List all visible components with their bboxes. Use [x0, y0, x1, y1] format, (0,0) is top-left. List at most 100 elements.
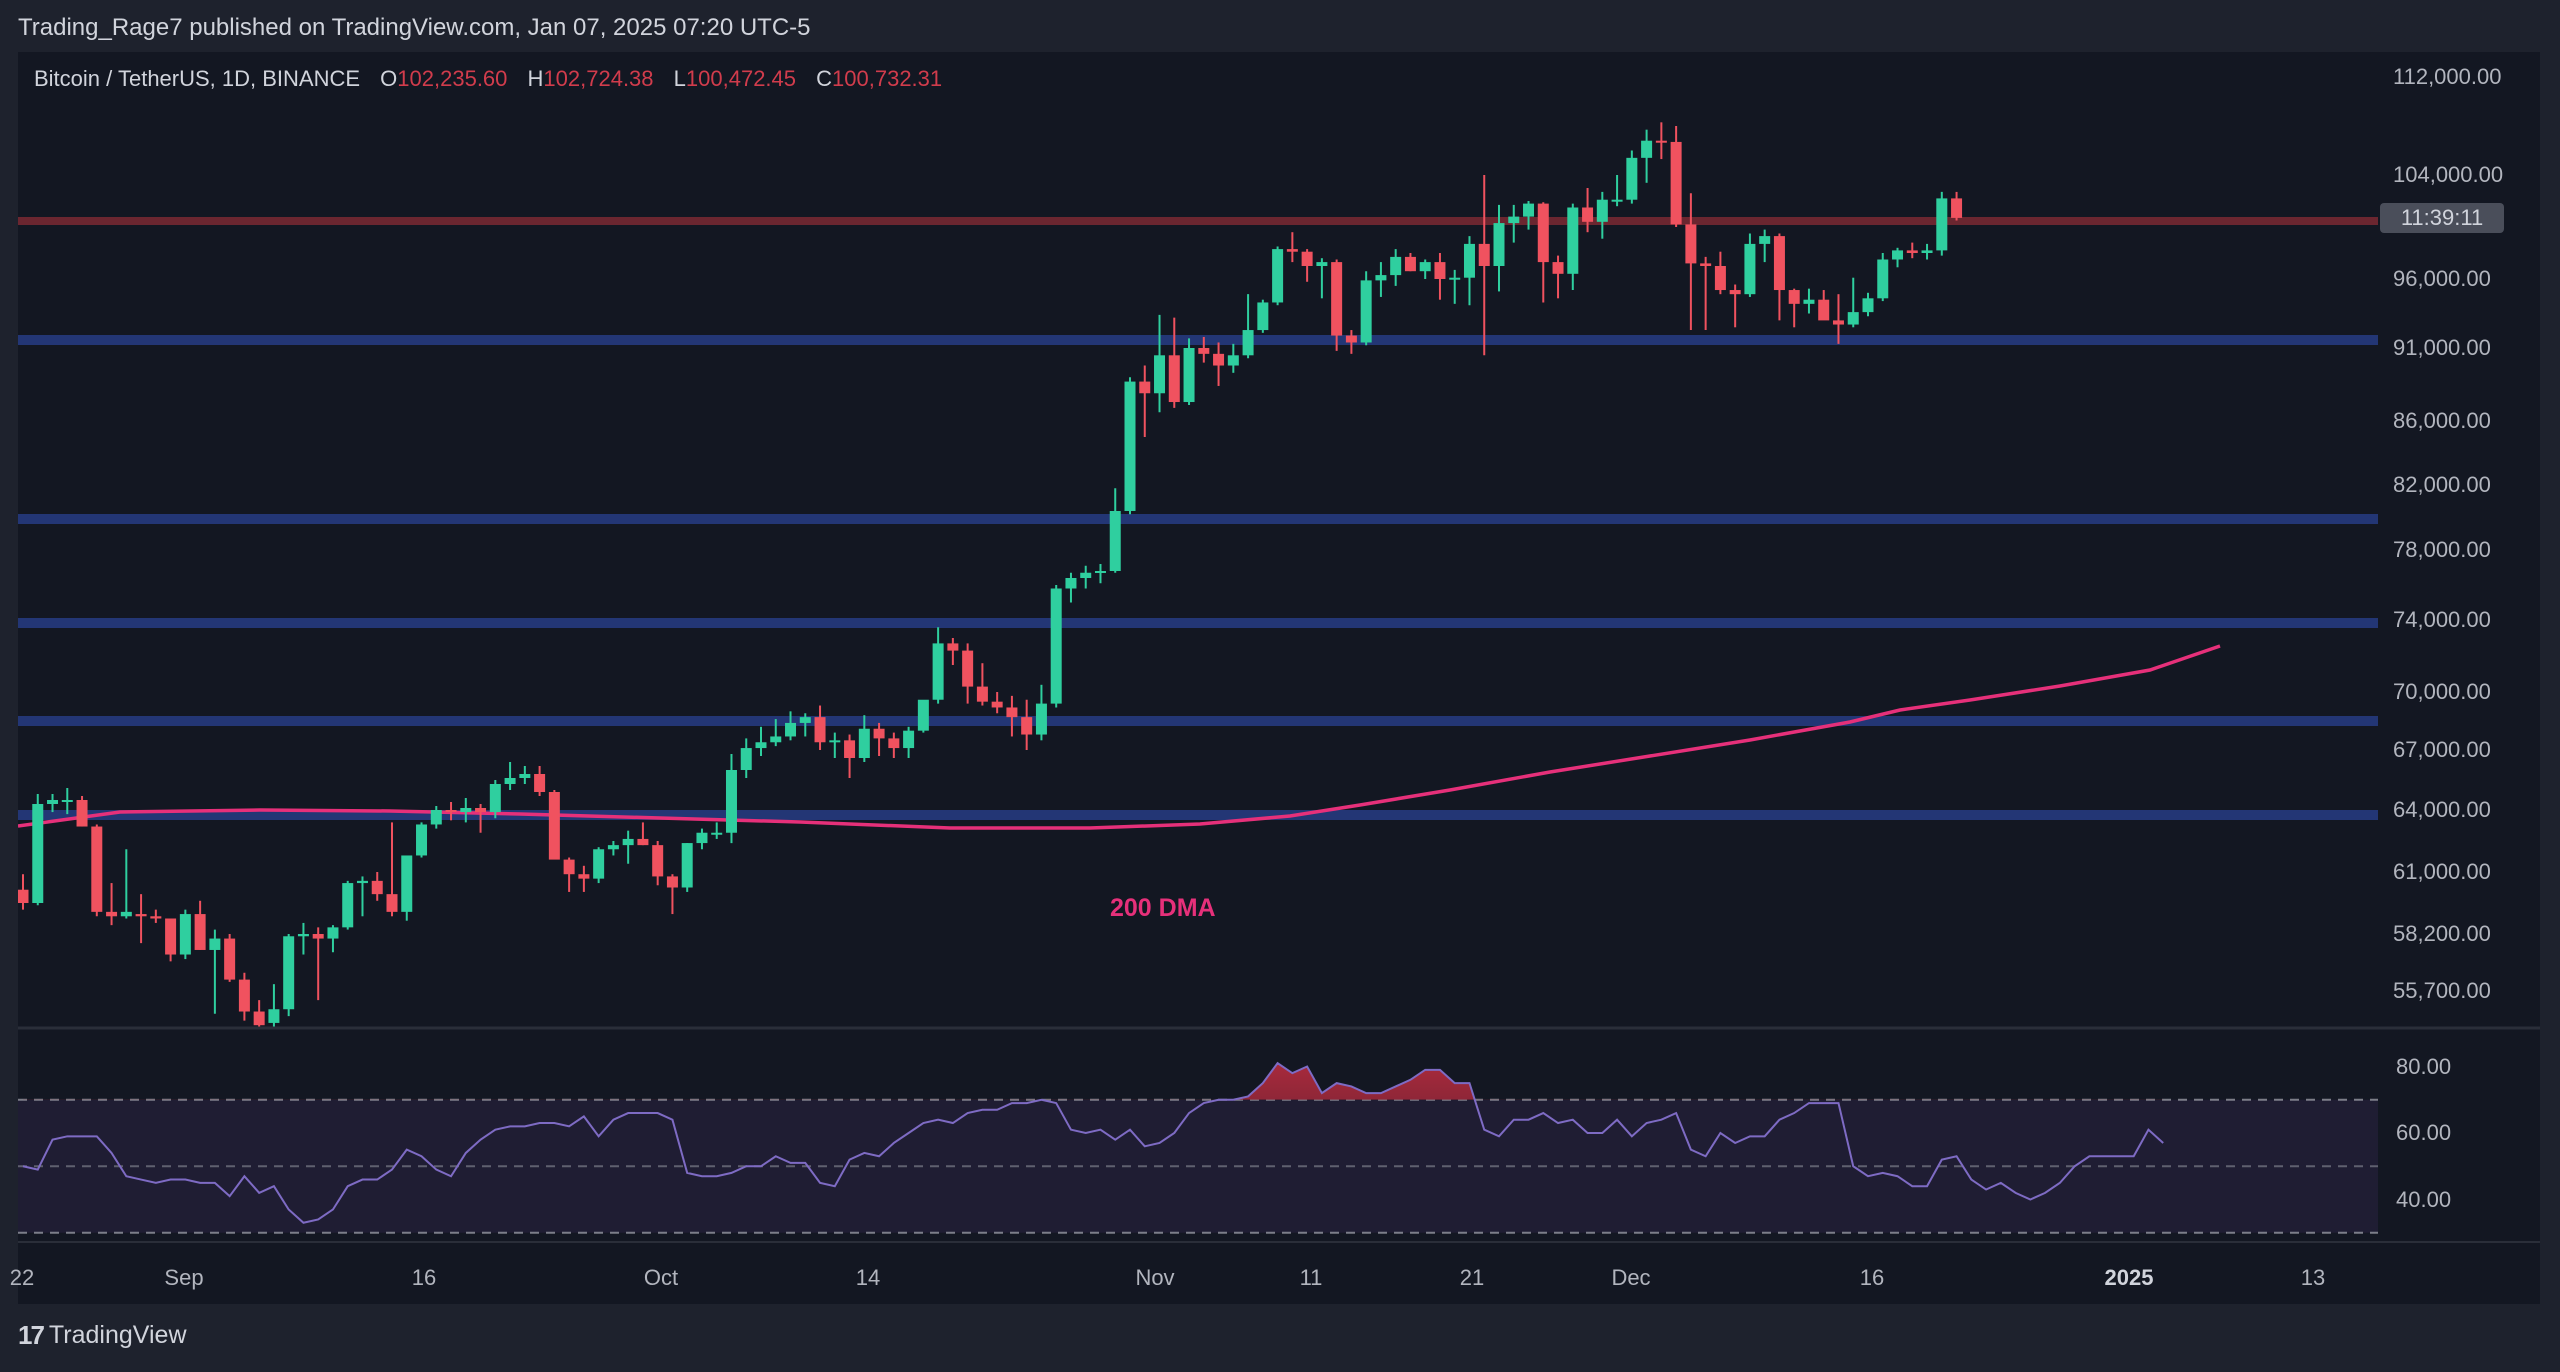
candle	[297, 934, 309, 937]
candle	[1877, 259, 1889, 299]
candle	[1050, 588, 1062, 704]
candle	[1021, 717, 1033, 735]
candle	[1360, 280, 1372, 343]
candle	[224, 938, 236, 980]
high-value: 102,724.38	[543, 66, 654, 91]
candle	[135, 914, 147, 917]
candle	[962, 650, 974, 687]
candle	[844, 740, 856, 758]
candle	[1316, 262, 1328, 266]
support-level[interactable]	[18, 716, 2378, 726]
publish-info: Trading_Rage7 published on TradingView.c…	[18, 14, 811, 41]
rsi-tick: 40.00	[2396, 1186, 2452, 1212]
candle	[1773, 236, 1785, 291]
price-tick: 74,000.00	[2393, 607, 2491, 632]
price-tick: 78,000.00	[2393, 537, 2491, 562]
time-tick: 11	[1299, 1265, 1323, 1290]
candle	[1596, 199, 1608, 222]
candle	[917, 699, 929, 731]
candle	[1611, 199, 1623, 202]
candle	[519, 774, 531, 778]
tradingview-watermark[interactable]: 17 TradingView	[18, 1320, 187, 1351]
candle	[47, 800, 59, 804]
support-level[interactable]	[18, 810, 2378, 820]
candle	[1227, 355, 1239, 366]
candle	[445, 810, 457, 813]
candle	[1493, 223, 1505, 266]
support-level[interactable]	[18, 514, 2378, 524]
candle	[1257, 302, 1269, 331]
candle	[1035, 703, 1047, 735]
candle	[1921, 250, 1933, 253]
candle	[1301, 251, 1313, 266]
rsi-tick: 60.00	[2396, 1120, 2452, 1145]
time-tick: Sep	[164, 1265, 204, 1290]
dma-200-line[interactable]	[18, 644, 2221, 830]
candle	[32, 804, 44, 903]
high-label: H	[527, 66, 544, 91]
candle	[386, 894, 398, 912]
candle	[1154, 355, 1166, 394]
candle	[1065, 578, 1077, 589]
candle	[342, 883, 354, 928]
candle	[1567, 207, 1579, 274]
candle	[652, 845, 664, 877]
candle	[165, 918, 177, 955]
rsi-line[interactable]	[22, 1061, 2164, 1224]
price-tick: 61,000.00	[2393, 859, 2491, 884]
candle	[534, 774, 546, 792]
close-label: C	[816, 66, 833, 91]
candle	[785, 722, 797, 737]
resistance-level[interactable]	[18, 217, 2378, 225]
time-tick: 14	[855, 1265, 881, 1290]
candle	[1936, 198, 1948, 251]
low-label: L	[673, 66, 686, 91]
candle	[194, 914, 206, 950]
candle	[1449, 277, 1461, 280]
candle	[253, 1011, 265, 1026]
candle	[238, 979, 250, 1012]
time-tick: 21	[1459, 1265, 1485, 1290]
candle	[1685, 224, 1697, 264]
rsi-tick: 80.00	[2396, 1053, 2452, 1079]
candle	[416, 824, 428, 856]
candle	[903, 730, 915, 749]
candle	[1213, 353, 1225, 366]
candle	[1832, 320, 1844, 325]
candle	[873, 728, 885, 739]
candle	[1006, 707, 1018, 718]
time-tick: 16	[1859, 1265, 1885, 1290]
price-tick: 55,700.00	[2393, 978, 2491, 1003]
candle	[888, 738, 900, 749]
support-level[interactable]	[18, 618, 2378, 628]
candle	[932, 643, 944, 700]
candle	[1670, 141, 1682, 225]
candle	[1434, 262, 1446, 279]
candle	[18, 889, 29, 903]
candle	[725, 770, 737, 833]
candle	[1803, 299, 1815, 304]
price-tick: 91,000.00	[2393, 335, 2491, 360]
price-tick: 67,000.00	[2393, 737, 2491, 762]
candle	[1537, 203, 1549, 263]
candle	[1906, 250, 1918, 253]
price-tick: 70,000.00	[2393, 679, 2491, 704]
candle	[430, 810, 442, 825]
low-value: 100,472.45	[685, 66, 797, 91]
candle	[1729, 290, 1741, 295]
dma-annotation: 200 DMA	[1110, 894, 1216, 922]
candle	[740, 748, 752, 770]
candle	[1714, 266, 1726, 291]
candle	[489, 784, 501, 813]
candle	[1124, 381, 1136, 511]
candle	[1847, 312, 1859, 325]
candle	[1375, 275, 1387, 281]
candle	[622, 838, 634, 846]
candle	[1744, 243, 1756, 295]
support-level[interactable]	[18, 335, 2378, 345]
price-tick: 58,200.00	[2393, 921, 2491, 946]
candle	[593, 849, 605, 879]
time-tick: Oct	[643, 1265, 679, 1290]
candle	[1286, 249, 1298, 252]
